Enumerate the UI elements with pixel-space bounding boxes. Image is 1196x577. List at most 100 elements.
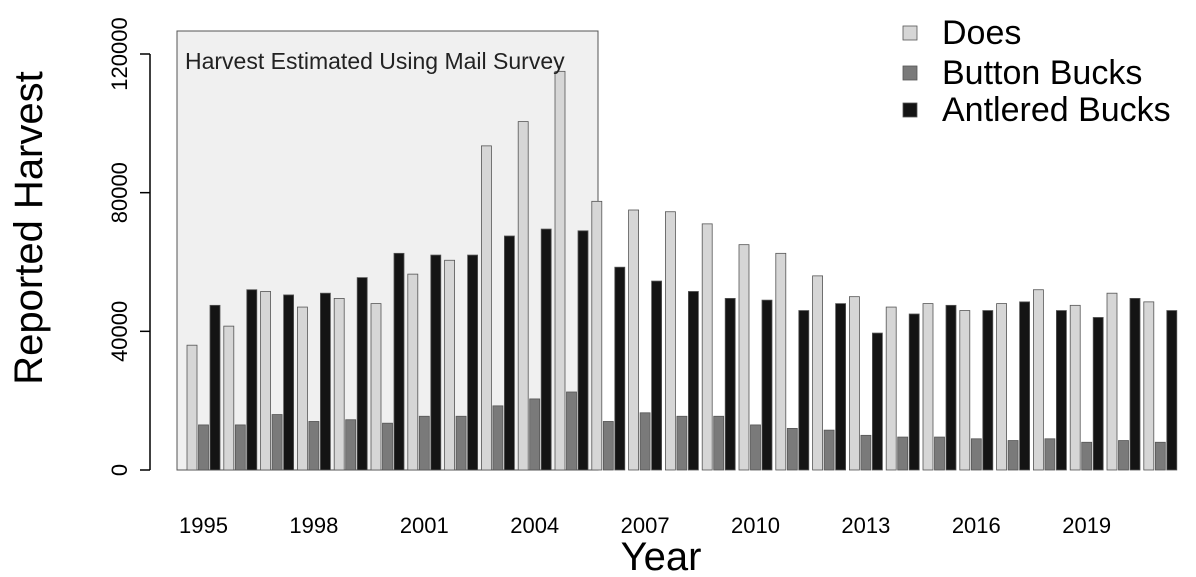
bar-button-bucks-2000: [382, 422, 393, 471]
bar-button-bucks-2013: [860, 434, 872, 471]
bar-antlered-bucks-2002: [467, 254, 479, 471]
bar-button-bucks-1998: [308, 421, 320, 471]
bar-button-bucks-2001: [418, 415, 430, 471]
bar-button-bucks-1999: [345, 419, 357, 471]
bar-antlered-bucks-2021: [1166, 310, 1178, 471]
bar-button-bucks-2005: [566, 391, 577, 471]
bar-antlered-bucks-2000: [393, 252, 405, 471]
x-tick-label: 2016: [952, 513, 1001, 538]
bar-antlered-bucks-1997: [283, 294, 295, 471]
bar-does-2011: [775, 252, 787, 471]
bar-does-2006: [591, 200, 603, 471]
bar-antlered-bucks-1995: [209, 304, 221, 471]
bar-antlered-bucks-2006: [614, 266, 626, 471]
bar-button-bucks-2021: [1154, 441, 1166, 471]
bar-does-2001: [407, 273, 419, 471]
bar-antlered-bucks-2011: [798, 310, 810, 471]
bar-does-2003: [480, 145, 492, 471]
bar-does-2007: [628, 209, 639, 471]
bar-does-2017: [996, 303, 1007, 471]
bar-button-bucks-2003: [492, 405, 504, 471]
bar-antlered-bucks-2007: [651, 280, 662, 471]
bar-antlered-bucks-2018: [1056, 310, 1067, 471]
bar-group: [186, 70, 1178, 471]
bar-button-bucks-1995: [198, 424, 209, 471]
x-tick-label: 2007: [621, 513, 670, 538]
bar-button-bucks-2011: [786, 427, 798, 471]
bar-antlered-bucks-1999: [356, 277, 368, 471]
bar-does-2010: [738, 244, 750, 471]
bar-antlered-bucks-2012: [835, 303, 846, 471]
bar-antlered-bucks-1998: [319, 292, 331, 471]
bar-does-2020: [1106, 292, 1118, 471]
bar-antlered-bucks-2015: [945, 304, 957, 471]
bar-button-bucks-2002: [455, 415, 467, 471]
bar-does-2016: [959, 310, 971, 471]
bar-button-bucks-1997: [271, 414, 283, 471]
bar-button-bucks-2020: [1118, 440, 1129, 471]
bar-does-2000: [370, 303, 382, 471]
bar-button-bucks-2009: [713, 415, 725, 471]
y-tick-label: 120000: [107, 17, 132, 90]
bar-antlered-bucks-2008: [688, 291, 699, 471]
bar-button-bucks-2018: [1044, 438, 1056, 471]
legend-swatch-antlered-bucks: [902, 102, 918, 118]
y-axis-title: Reported Harvest: [7, 71, 51, 384]
x-tick-label: 2010: [731, 513, 780, 538]
bar-does-1998: [296, 306, 308, 471]
bar-antlered-bucks-2009: [724, 297, 736, 471]
bar-antlered-bucks-2005: [577, 230, 589, 471]
bar-button-bucks-2016: [970, 438, 982, 471]
bar-button-bucks-2014: [897, 436, 909, 471]
bar-button-bucks-2008: [676, 415, 688, 471]
x-tick-label: 1995: [179, 513, 228, 538]
bar-button-bucks-1996: [234, 424, 246, 471]
y-tick-label: 40000: [107, 301, 132, 362]
legend-label-button-bucks: Button Bucks: [942, 54, 1142, 92]
bar-does-1996: [223, 325, 235, 471]
bar-button-bucks-2004: [529, 398, 541, 471]
bar-button-bucks-2012: [823, 429, 835, 471]
bar-does-2014: [885, 306, 897, 471]
bar-antlered-bucks-2003: [503, 235, 515, 471]
bar-does-2019: [1069, 304, 1081, 471]
legend-label-antlered-bucks: Antlered Bucks: [942, 91, 1171, 129]
x-axis-title: Year: [621, 535, 702, 577]
bar-button-bucks-2006: [602, 421, 614, 471]
x-tick-label: 2001: [400, 513, 449, 538]
bar-button-bucks-2015: [934, 436, 945, 471]
bar-does-2002: [444, 259, 456, 471]
bar-button-bucks-2007: [639, 412, 651, 471]
x-tick-label: 2013: [841, 513, 890, 538]
bar-antlered-bucks-2020: [1129, 297, 1141, 471]
y-axis: 0 40000 80000 120000: [107, 17, 151, 476]
bar-does-1999: [333, 297, 345, 471]
bar-antlered-bucks-2013: [872, 332, 883, 471]
legend-label-does: Does: [942, 14, 1021, 52]
bar-antlered-bucks-2004: [540, 228, 552, 471]
mail-survey-annotation: Harvest Estimated Using Mail Survey: [185, 48, 565, 74]
x-axis: 1995 1998 2001 2004 2007 2010 2013 2016 2019: [179, 513, 1111, 538]
bar-antlered-bucks-2017: [1019, 301, 1030, 471]
bar-does-2005: [554, 70, 566, 471]
bar-does-2004: [517, 121, 529, 471]
bar-button-bucks-2010: [750, 424, 761, 471]
bar-does-2021: [1143, 301, 1155, 471]
bar-does-2012: [812, 275, 823, 471]
x-tick-label: 2019: [1062, 513, 1111, 538]
x-tick-label: 2004: [510, 513, 559, 538]
legend-swatch-button-bucks: [902, 65, 918, 81]
bar-does-1995: [186, 344, 198, 471]
legend-swatch-does: [902, 25, 918, 41]
bar-antlered-bucks-2016: [982, 310, 994, 471]
bar-antlered-bucks-1996: [246, 289, 258, 471]
bar-does-2009: [701, 223, 713, 471]
bar-button-bucks-2017: [1007, 440, 1019, 471]
bar-button-bucks-2019: [1081, 441, 1093, 471]
bar-antlered-bucks-2010: [761, 299, 773, 471]
y-tick-label: 0: [107, 464, 132, 476]
y-tick-label: 80000: [107, 162, 132, 223]
bar-antlered-bucks-2001: [430, 254, 442, 471]
bar-does-2015: [922, 303, 934, 471]
